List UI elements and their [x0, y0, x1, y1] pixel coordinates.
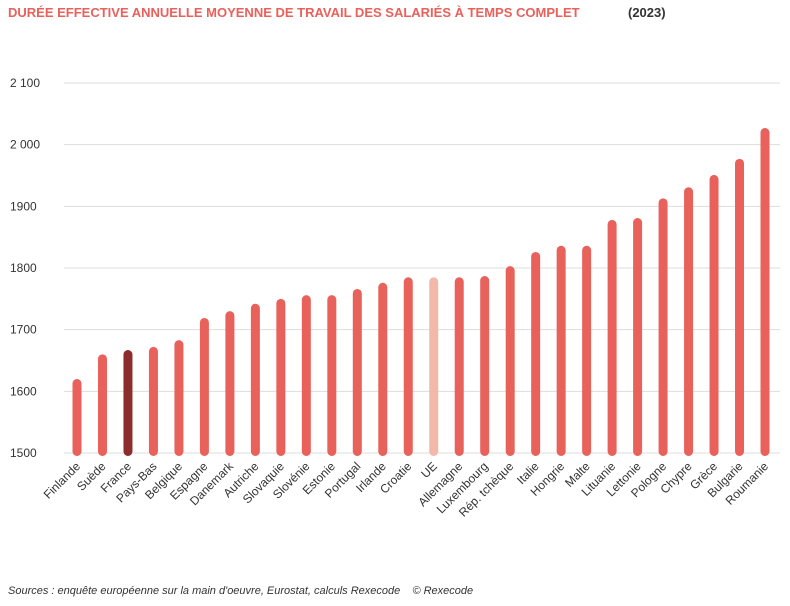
- y-tick-label: 1800: [10, 261, 37, 275]
- bar: [403, 277, 413, 456]
- bar: [556, 245, 566, 456]
- bar: [633, 218, 643, 456]
- y-tick-label: 1700: [10, 323, 37, 337]
- bar: [97, 354, 107, 456]
- bar: [454, 277, 464, 456]
- bar: [760, 128, 770, 456]
- bar: [199, 317, 209, 456]
- bar: [301, 295, 311, 456]
- source: Sources : enquête européenne sur la main…: [8, 585, 473, 597]
- chart-title: DURÉE EFFECTIVE ANNUELLE MOYENNE DE TRAV…: [8, 5, 580, 20]
- bar: [327, 295, 337, 456]
- bar: [582, 245, 592, 456]
- bar: [709, 174, 719, 456]
- bar: [276, 298, 286, 456]
- bar: [505, 266, 515, 456]
- bar: [735, 158, 745, 456]
- chart-subtitle: (2023): [628, 5, 666, 20]
- y-tick-label: 2 100: [10, 76, 40, 90]
- bar: [123, 350, 133, 456]
- bar: [658, 198, 668, 457]
- bar: [72, 379, 82, 456]
- bar: [352, 288, 362, 456]
- bar: [174, 340, 184, 456]
- y-tick-label: 2 000: [10, 138, 40, 152]
- bar: [225, 311, 235, 456]
- bar: [250, 303, 260, 456]
- bar: [531, 251, 541, 456]
- y-tick-label: 1600: [10, 384, 37, 398]
- bar: [607, 219, 617, 456]
- bar: [480, 276, 490, 456]
- y-tick-label: 1500: [10, 446, 37, 460]
- y-tick-label: 1900: [10, 199, 37, 213]
- bar: [378, 282, 388, 456]
- bar: [684, 187, 694, 456]
- bar: [429, 277, 439, 456]
- bar: [148, 346, 158, 456]
